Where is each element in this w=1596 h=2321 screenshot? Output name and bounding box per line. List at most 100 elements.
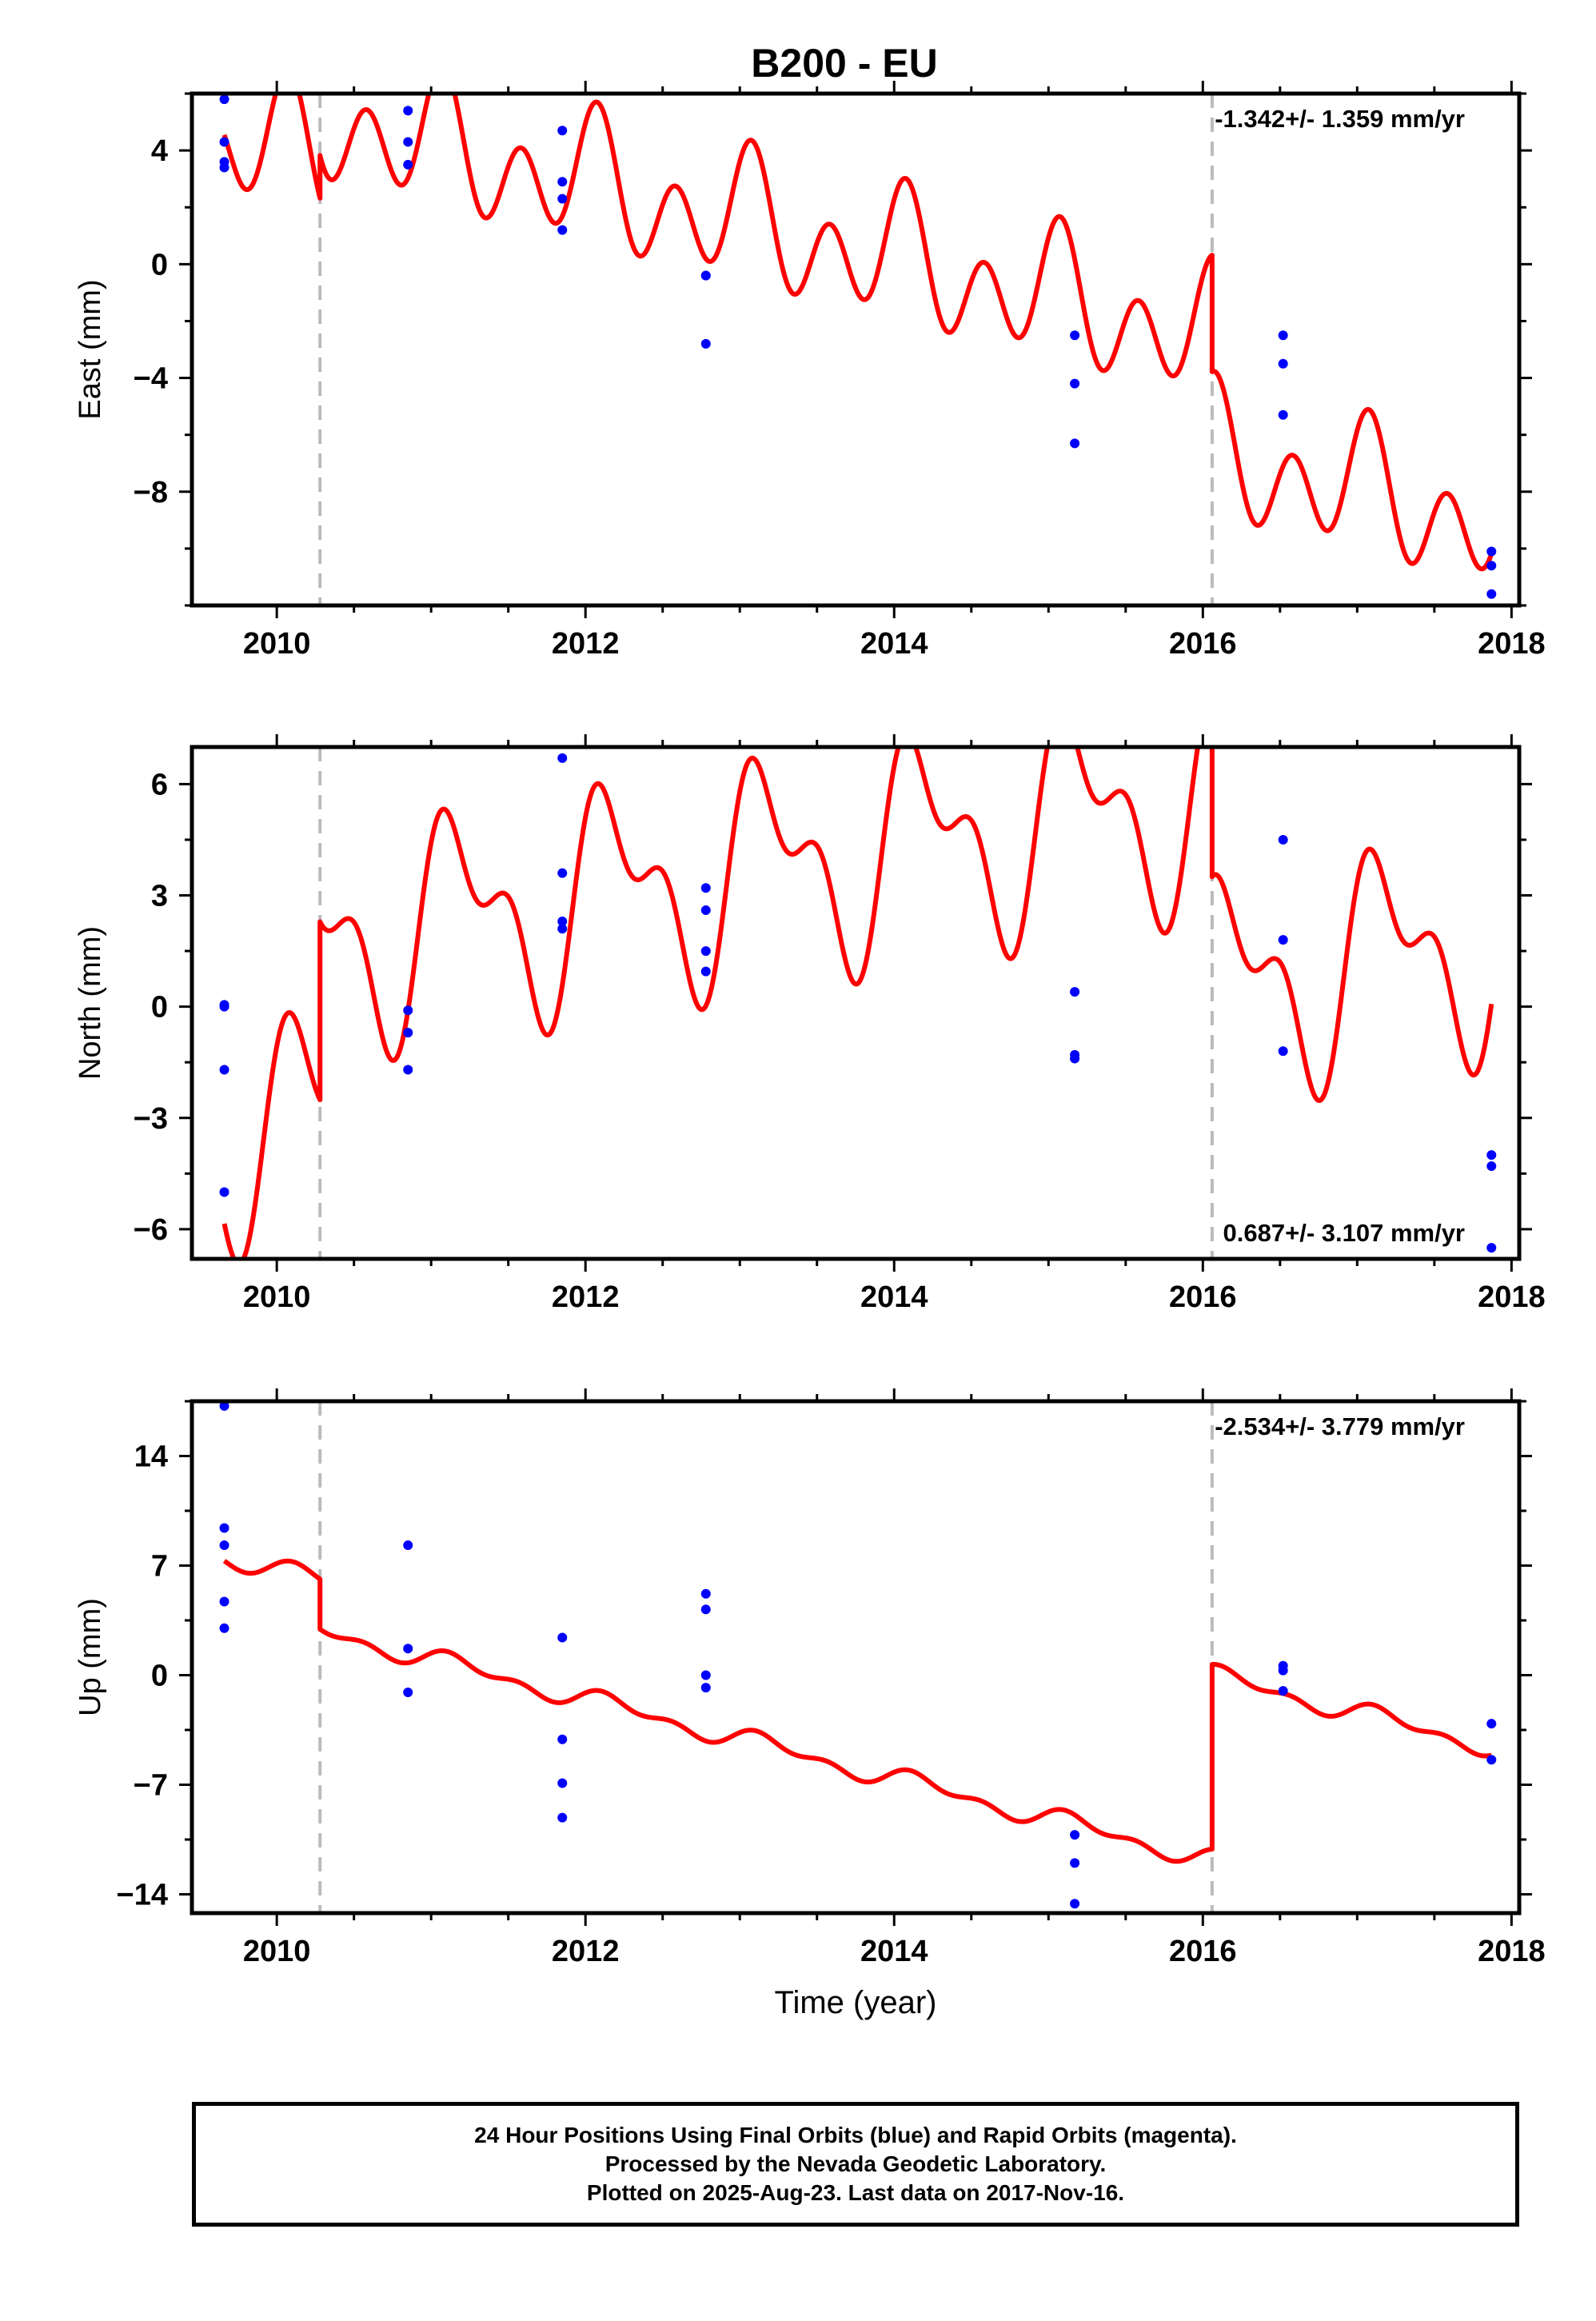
east-data-point	[403, 159, 413, 170]
footer-info-box: 24 Hour Positions Using Final Orbits (bl…	[192, 2102, 1519, 2227]
up-data-point	[557, 1734, 568, 1744]
up-data-point	[557, 1778, 568, 1788]
up-data-point	[1070, 1899, 1080, 1909]
east-x-tick-label: 2016	[1169, 627, 1237, 661]
up-rate-annotation: -2.534+/- 3.779 mm/yr	[1215, 1412, 1465, 1440]
up-data-point	[1486, 1719, 1497, 1729]
up-x-tick-label: 2014	[860, 1935, 928, 1968]
up-data-point	[1486, 1755, 1497, 1765]
east-data-point	[1070, 330, 1080, 341]
north-y-tick-label: 3	[151, 880, 168, 913]
east-data-point	[557, 225, 568, 235]
up-data-point	[700, 1588, 711, 1599]
up-data-point	[219, 1623, 229, 1633]
east-data-point	[403, 137, 413, 147]
up-data-point	[700, 1683, 711, 1693]
north-data-point	[700, 905, 711, 916]
north-y-axis-label: North (mm)	[74, 926, 107, 1080]
east-data-point	[557, 126, 568, 136]
north-x-tick-label: 2016	[1169, 1280, 1237, 1314]
north-x-tick-label: 2014	[860, 1280, 928, 1314]
north-data-point	[219, 1065, 229, 1075]
up-plot-frame	[190, 1399, 1522, 1916]
north-data-point	[1486, 1161, 1497, 1172]
east-plot-frame	[190, 91, 1522, 608]
up-data-point	[219, 1540, 229, 1551]
footer-line-processed: Processed by the Nevada Geodetic Laborat…	[604, 2151, 1107, 2176]
north-rate-annotation: 0.687+/- 3.107 mm/yr	[1223, 1219, 1465, 1247]
north-data-point	[1486, 1243, 1497, 1253]
up-data-point	[1278, 1686, 1288, 1696]
north-x-tick-label: 2012	[552, 1280, 620, 1314]
up-data-point	[557, 1812, 568, 1823]
north-x-tick-label: 2010	[243, 1280, 311, 1314]
north-data-point	[1278, 834, 1288, 845]
east-y-tick-label: −4	[134, 362, 168, 396]
north-data-point	[557, 868, 568, 878]
east-x-tick-label: 2014	[860, 627, 928, 661]
east-y-axis-label: East (mm)	[74, 279, 107, 419]
east-data-point	[1486, 546, 1497, 557]
up-data-point	[403, 1688, 413, 1698]
up-data-point	[219, 1596, 229, 1607]
up-data-point	[403, 1644, 413, 1654]
east-data-point	[1486, 589, 1497, 599]
north-panel: 2010 2012 2014 2016 2018 6 3 0 −3 −6 North (mm) 0.6…	[74, 734, 1546, 1314]
east-y-tick-label: −8	[134, 476, 168, 509]
north-plot-frame	[190, 745, 1522, 1261]
east-model-line	[221, 94, 1494, 572]
up-y-tick-label: 14	[134, 1440, 168, 1474]
up-x-tick-label: 2018	[1478, 1935, 1546, 1968]
north-data-point	[219, 1187, 229, 1197]
east-panel: 2010 2012 2014 2016 2018 4 0 −4 −8 East (mm) -1.34…	[74, 81, 1546, 661]
east-x-tick-label: 2018	[1478, 627, 1546, 661]
north-data-point	[1070, 1053, 1080, 1064]
up-x-tick-label: 2016	[1169, 1935, 1237, 1968]
up-y-tick-label: 0	[151, 1660, 168, 1693]
east-data-point	[219, 137, 229, 147]
up-data-point	[700, 1604, 711, 1615]
footer-line-plotted: Plotted on 2025-Aug-23. Last data on 201…	[586, 2180, 1125, 2205]
north-y-tick-label: 6	[151, 768, 168, 801]
up-y-axis-label: Up (mm)	[74, 1598, 107, 1716]
up-data-point	[1070, 1858, 1080, 1868]
north-y-tick-label: 0	[151, 991, 168, 1025]
east-x-tick-label: 2010	[243, 627, 311, 661]
up-y-tick-label: 7	[151, 1550, 168, 1584]
east-x-tick-label: 2012	[552, 627, 620, 661]
east-y-tick-label: 0	[151, 248, 168, 282]
up-y-tick-label: −7	[134, 1769, 168, 1803]
north-model-line	[221, 747, 1494, 1259]
east-y-tick-label: 4	[151, 134, 168, 168]
up-x-tick-label: 2012	[552, 1935, 620, 1968]
east-data-point	[1070, 438, 1080, 449]
north-data-point	[403, 1028, 413, 1038]
up-data-point	[700, 1670, 711, 1680]
north-data-point	[700, 966, 711, 977]
up-x-axis-label: Time (year)	[775, 1985, 937, 2020]
north-data-point	[1278, 1046, 1288, 1057]
up-panel: 2010 2012 2014 2016 2018 14 7 0 −7 −14 Up (mm) Time…	[74, 1388, 1546, 2020]
up-data-point	[557, 1632, 568, 1643]
east-rate-annotation: -1.342+/- 1.359 mm/yr	[1215, 105, 1465, 133]
east-data-point	[1278, 330, 1288, 341]
up-data-point	[1278, 1665, 1288, 1676]
east-data-point	[1278, 358, 1288, 369]
up-data-point	[1070, 1830, 1080, 1840]
east-data-point	[700, 338, 711, 349]
up-x-tick-label: 2010	[243, 1935, 311, 1968]
east-data-point	[403, 106, 413, 116]
north-data-point	[403, 1005, 413, 1016]
east-data-point	[1278, 409, 1288, 420]
north-data-point	[557, 924, 568, 934]
east-data-point	[700, 270, 711, 281]
north-data-point	[700, 883, 711, 893]
east-data-point	[557, 194, 568, 204]
footer-line-orbits: 24 Hour Positions Using Final Orbits (bl…	[474, 2123, 1237, 2147]
east-data-point	[219, 162, 229, 173]
east-data-point	[557, 177, 568, 187]
north-data-point	[557, 753, 568, 763]
north-x-tick-label: 2018	[1478, 1280, 1546, 1314]
north-data-point	[700, 946, 711, 957]
east-data-point	[1486, 561, 1497, 571]
